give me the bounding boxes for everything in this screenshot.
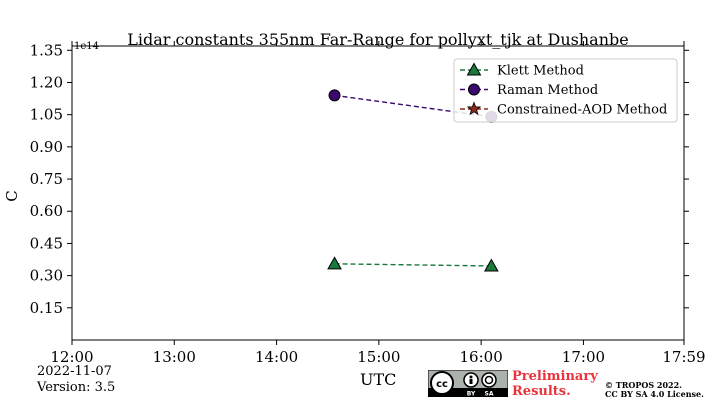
copyright-line-1: © TROPOS 2022. xyxy=(605,380,682,390)
svg-text:BY: BY xyxy=(467,391,476,398)
legend-label: Constrained-AOD Method xyxy=(497,103,667,118)
x-axis-label: UTC xyxy=(360,370,397,389)
data-point xyxy=(328,89,341,102)
legend-label: Klett Method xyxy=(497,64,584,79)
x-tick-label: 16:00 xyxy=(460,348,503,366)
legend-label: Raman Method xyxy=(497,83,598,98)
x-tick-label: 14:00 xyxy=(255,348,298,366)
y-tick-label: 0.45 xyxy=(30,234,63,252)
y-tick-label: 1.20 xyxy=(30,73,63,91)
copyright-note: © TROPOS 2022. CC BY SA 4.0 License. xyxy=(605,381,704,399)
preliminary-results-note: Preliminary Results. xyxy=(512,369,598,399)
y-tick-label: 0.90 xyxy=(30,138,63,156)
x-tick-label: 12:00 xyxy=(50,348,93,366)
x-tick-label: 13:00 xyxy=(153,348,196,366)
y-tick-label: 0.15 xyxy=(30,299,63,317)
x-tick-label: 15:00 xyxy=(357,348,400,366)
y-axis-ticks: 0.15 0.30 0.45 0.60 0.75 0.90 1.05 1.20 1.35 xyxy=(30,41,689,317)
data-point xyxy=(327,256,342,270)
data-point xyxy=(484,258,499,272)
legend-marker xyxy=(466,62,482,76)
series-line xyxy=(334,263,492,267)
legend-marker xyxy=(468,83,480,96)
chart-title: Lidar constants 355nm Far-Range for poll… xyxy=(127,30,628,49)
svg-text:SA: SA xyxy=(485,391,494,398)
version-label: Version: 3.5 xyxy=(37,380,116,395)
svg-text:cc: cc xyxy=(436,379,448,390)
legend-marker xyxy=(466,101,482,116)
legend: Klett Method Raman Method Constrained-AOD … xyxy=(453,58,678,123)
cc-by-sa-badge-icon: cc BY SA xyxy=(428,370,508,397)
y-axis-label: C xyxy=(3,190,21,201)
x-axis-ticks: 12:00 13:00 14:00 15:00 16:00 17:00 17:59 xyxy=(50,41,706,366)
y-tick-label: 0.30 xyxy=(30,267,63,285)
x-tick-label: 17:59 xyxy=(662,348,705,366)
y-tick-label: 0.60 xyxy=(30,202,63,220)
date-label: 2022-11-07 xyxy=(37,364,112,379)
x-tick-label: 17:00 xyxy=(562,348,605,366)
plot-area xyxy=(71,45,685,341)
copyright-line-2: CC BY SA 4.0 License. xyxy=(605,389,704,399)
legend-box xyxy=(453,58,678,123)
y-tick-label: 1.35 xyxy=(30,41,63,59)
y-offset-label: 1e14 xyxy=(74,41,99,52)
y-tick-label: 0.75 xyxy=(30,170,63,188)
y-tick-label: 1.05 xyxy=(30,106,63,124)
